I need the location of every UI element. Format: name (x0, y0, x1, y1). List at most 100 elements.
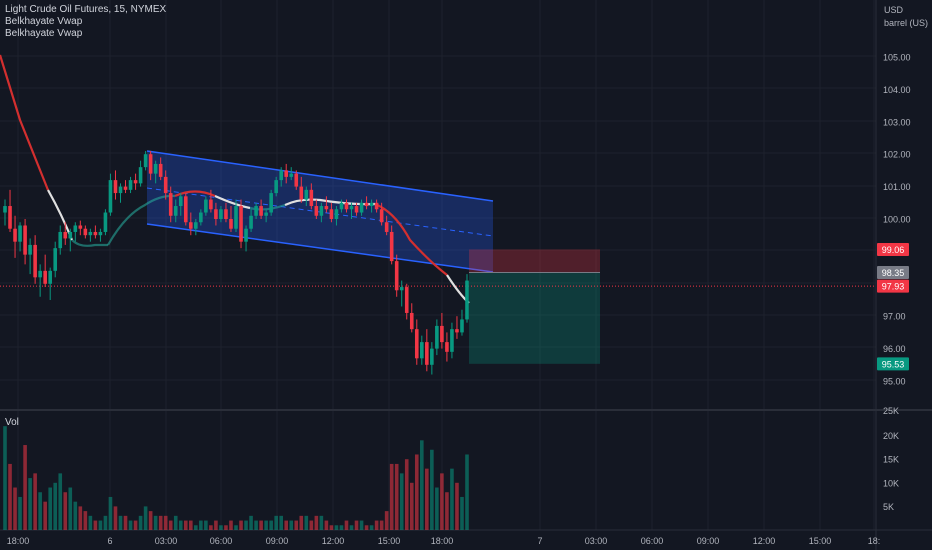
candle-body (249, 215, 253, 229)
candle-body (339, 202, 344, 210)
candle-body (113, 180, 118, 194)
candle-body (445, 342, 449, 352)
volume-bar (48, 487, 52, 530)
volume-bar (118, 515, 123, 530)
time-tick-label: 03:00 (585, 536, 608, 546)
candle-body (314, 206, 319, 216)
volume-bar (344, 520, 349, 530)
candle-body (344, 202, 349, 210)
volume-tick-label: 5K (883, 502, 894, 512)
volume-bar (194, 525, 198, 530)
candle-body (299, 186, 304, 200)
price-badge (877, 357, 909, 371)
volume-bar (319, 515, 324, 530)
volume-bar (324, 520, 329, 530)
candle-body (168, 193, 173, 216)
vwap-segment (214, 194, 251, 210)
volume-bar (18, 496, 22, 530)
candle-body (430, 348, 434, 365)
volume-bar (13, 487, 17, 530)
legend: Light Crude Oil Futures, 15, NYMEX Belkh… (5, 4, 166, 40)
candle-body (123, 186, 128, 190)
volume-bar (148, 511, 153, 530)
volume-bar (284, 520, 289, 530)
volume-bar (294, 520, 299, 530)
volume-bar (168, 520, 173, 530)
indicator-label[interactable]: Belkhayate Vwap (5, 28, 83, 39)
candle-body (309, 189, 314, 207)
candles[interactable] (3, 150, 469, 375)
stop-loss-zone (469, 249, 600, 273)
candle-body (349, 206, 354, 210)
price-tick-label: 97.00 (883, 312, 906, 322)
candle-body (420, 342, 424, 359)
volume-bar (289, 520, 294, 530)
volume-bar (349, 525, 354, 530)
candle-body (399, 287, 404, 291)
volume-bar (249, 515, 253, 530)
candle-body (379, 209, 384, 223)
volume-bar (163, 515, 168, 530)
volume-label[interactable]: Vol (5, 417, 19, 428)
volume-bar (234, 525, 238, 530)
candle-body (294, 173, 299, 187)
price-badge-label: 99.06 (882, 245, 905, 255)
volume-bar (183, 520, 188, 530)
time-tick-label: 18:00 (431, 536, 454, 546)
volume-bar (369, 525, 374, 530)
candle-body (364, 202, 369, 207)
price-tick-label: 102.00 (883, 150, 911, 160)
volume-bar (199, 520, 203, 530)
volume-bar (414, 454, 419, 530)
candle-body (324, 206, 329, 210)
volume-tick-label: 10K (883, 478, 899, 488)
candle-body (284, 170, 289, 177)
price-badge (877, 265, 909, 279)
candle-body (108, 180, 113, 213)
candle-body (73, 225, 78, 232)
volume-bar (158, 515, 163, 530)
volume-bar (123, 515, 128, 530)
unit-label: barrel (US) (884, 18, 929, 28)
candle-body (450, 329, 454, 352)
vwap-segment (374, 202, 448, 276)
price-tick-label: 101.00 (883, 182, 911, 192)
volume-bar (214, 520, 218, 530)
indicator-label[interactable]: Belkhayate Vwap (5, 16, 83, 27)
candle-body (394, 261, 399, 291)
candle-body (239, 206, 243, 242)
candle-body (319, 206, 324, 216)
candle-body (384, 222, 389, 232)
price-tick-label: 104.00 (883, 85, 911, 95)
candle-body (189, 222, 193, 229)
volume-bar (244, 520, 248, 530)
candle-body (224, 209, 228, 219)
volume-bar (103, 515, 108, 530)
volume-bar (334, 525, 339, 530)
candle-body (289, 173, 294, 177)
volume-bar (274, 515, 278, 530)
volume-bar (78, 506, 83, 530)
volume-bar (254, 520, 258, 530)
price-badge-label: 98.35 (882, 268, 905, 278)
candle-body (88, 231, 93, 236)
candle-body (369, 202, 374, 207)
volume-bar (73, 501, 78, 530)
currency-label: USD (884, 5, 904, 15)
candle-body (118, 186, 123, 194)
chart-title[interactable]: Light Crude Oil Futures, 15, NYMEX (5, 4, 167, 15)
candle-body (18, 225, 22, 242)
volume-bar (435, 487, 439, 530)
candle-body (143, 154, 148, 168)
candle-body (204, 199, 208, 213)
volume-bars (3, 426, 469, 530)
vwap-segment (107, 194, 176, 246)
volume-bar (229, 520, 233, 530)
vwap-segment (71, 239, 108, 247)
volume-bar (394, 463, 399, 530)
candle-body (133, 180, 138, 184)
candle-body (274, 180, 278, 194)
volume-tick-label: 15K (883, 455, 899, 465)
